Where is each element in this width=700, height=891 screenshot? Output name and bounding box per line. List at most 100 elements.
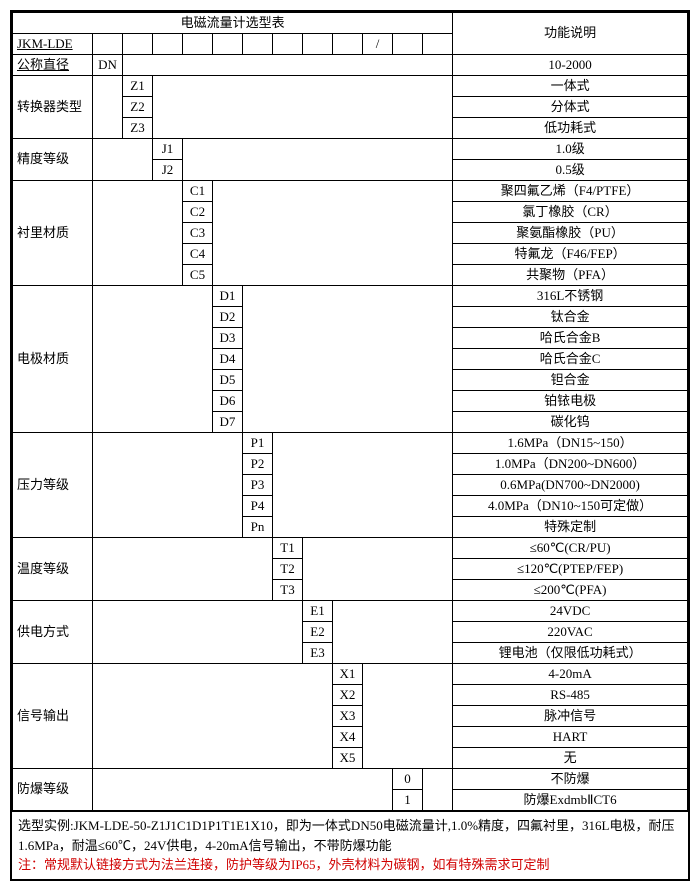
desc-cell: 不防爆: [453, 769, 688, 790]
row-label-pressure: 压力等级: [13, 433, 93, 538]
desc-cell: 1.6MPa（DN15~150）: [453, 433, 688, 454]
row-label-signal: 信号输出: [13, 664, 93, 769]
desc-cell: ≤120℃(PTEP/FEP): [453, 559, 688, 580]
desc-cell: 316L不锈钢: [453, 286, 688, 307]
empty-span: [183, 139, 453, 181]
code-cell: P4: [243, 496, 273, 517]
desc-cell: 特殊定制: [453, 517, 688, 538]
desc-cell: 脉冲信号: [453, 706, 688, 727]
desc-cell: 低功耗式: [453, 118, 688, 139]
code-cell: X5: [333, 748, 363, 769]
row-label-dn: 公称直径: [13, 55, 93, 76]
empty-span: [93, 286, 213, 433]
desc-cell: 1.0MPa（DN200~DN600）: [453, 454, 688, 475]
code-cell: T2: [273, 559, 303, 580]
desc-cell: 特氟龙（F46/FEP）: [453, 244, 688, 265]
row-label-acc: 精度等级: [13, 139, 93, 181]
code-cell: T3: [273, 580, 303, 601]
row-label-temp: 温度等级: [13, 538, 93, 601]
code-cell: C5: [183, 265, 213, 286]
desc-cell: ≤60℃(CR/PU): [453, 538, 688, 559]
code-cell: D1: [213, 286, 243, 307]
code-cell: DN: [93, 55, 123, 76]
empty-span: [243, 286, 453, 433]
desc-cell: 钽合金: [453, 370, 688, 391]
code-box: [183, 34, 213, 55]
code-box: [153, 34, 183, 55]
code-cell: D3: [213, 328, 243, 349]
code-cell: 1: [393, 790, 423, 811]
desc-cell: 共聚物（PFA）: [453, 265, 688, 286]
desc-cell: 10-2000: [453, 55, 688, 76]
code-cell: Z2: [123, 97, 153, 118]
empty-span: [93, 433, 243, 538]
desc-cell: ≤200℃(PFA): [453, 580, 688, 601]
desc-cell: 哈氏合金B: [453, 328, 688, 349]
code-cell: T1: [273, 538, 303, 559]
row-label-electrode: 电极材质: [13, 286, 93, 433]
code-cell: Z1: [123, 76, 153, 97]
row-label-exproof: 防爆等级: [13, 769, 93, 811]
code-cell: X2: [333, 685, 363, 706]
desc-cell: 氯丁橡胶（CR）: [453, 202, 688, 223]
desc-cell: 无: [453, 748, 688, 769]
desc-cell: 24VDC: [453, 601, 688, 622]
example-text: 选型实例:JKM-LDE-50-Z1J1C1D1P1T1E1X10，即为一体式D…: [18, 816, 682, 855]
code-cell: 0: [393, 769, 423, 790]
desc-cell: RS-485: [453, 685, 688, 706]
code-cell: D6: [213, 391, 243, 412]
code-box: [423, 34, 453, 55]
code-cell: C4: [183, 244, 213, 265]
code-cell: D2: [213, 307, 243, 328]
selection-table-wrap: 电磁流量计选型表 功能说明 JKM-LDE / 公称直径 DN 10-2000 …: [10, 10, 690, 881]
code-cell: E1: [303, 601, 333, 622]
empty-span: [93, 181, 183, 286]
selection-table: 电磁流量计选型表 功能说明 JKM-LDE / 公称直径 DN 10-2000 …: [12, 12, 688, 811]
desc-cell: 聚氨酯橡胶（PU）: [453, 223, 688, 244]
desc-cell: 一体式: [453, 76, 688, 97]
desc-cell: 0.6MPa(DN700~DN2000): [453, 475, 688, 496]
code-cell: C2: [183, 202, 213, 223]
desc-cell: 铂铱电极: [453, 391, 688, 412]
desc-cell: 220VAC: [453, 622, 688, 643]
code-cell: P1: [243, 433, 273, 454]
desc-cell: HART: [453, 727, 688, 748]
slash-box: /: [363, 34, 393, 55]
code-cell: J2: [153, 160, 183, 181]
empty-span: [93, 664, 333, 769]
desc-cell: 哈氏合金C: [453, 349, 688, 370]
code-box: [123, 34, 153, 55]
desc-cell: 碳化钨: [453, 412, 688, 433]
code-box: [333, 34, 363, 55]
code-cell: X3: [333, 706, 363, 727]
empty-span: [93, 538, 273, 601]
code-cell: D4: [213, 349, 243, 370]
code-cell: Z3: [123, 118, 153, 139]
empty-span: [93, 139, 153, 181]
desc-cell: 分体式: [453, 97, 688, 118]
code-cell: E2: [303, 622, 333, 643]
desc-cell: 4.0MPa（DN10~150可定做）: [453, 496, 688, 517]
desc-cell: 钛合金: [453, 307, 688, 328]
desc-cell: 4-20mA: [453, 664, 688, 685]
row-label-lining: 衬里材质: [13, 181, 93, 286]
empty-span: [153, 76, 453, 139]
desc-cell: 锂电池（仅限低功耗式）: [453, 643, 688, 664]
empty-span: [363, 664, 453, 769]
empty-span: [333, 601, 453, 664]
code-cell: P2: [243, 454, 273, 475]
empty-span: [273, 433, 453, 538]
code-box: [303, 34, 333, 55]
code-box: [213, 34, 243, 55]
empty-span: [303, 538, 453, 601]
empty-span: [93, 76, 123, 139]
note-text: 注：常规默认链接方式为法兰连接，防护等级为IP65，外壳材料为碳钢，如有特殊需求…: [18, 855, 682, 875]
empty-span: [123, 55, 453, 76]
code-cell: E3: [303, 643, 333, 664]
desc-cell: 1.0级: [453, 139, 688, 160]
code-cell: D5: [213, 370, 243, 391]
code-cell: X1: [333, 664, 363, 685]
func-header: 功能说明: [453, 13, 688, 55]
row-label-conv: 转换器类型: [13, 76, 93, 139]
code-box: [393, 34, 423, 55]
